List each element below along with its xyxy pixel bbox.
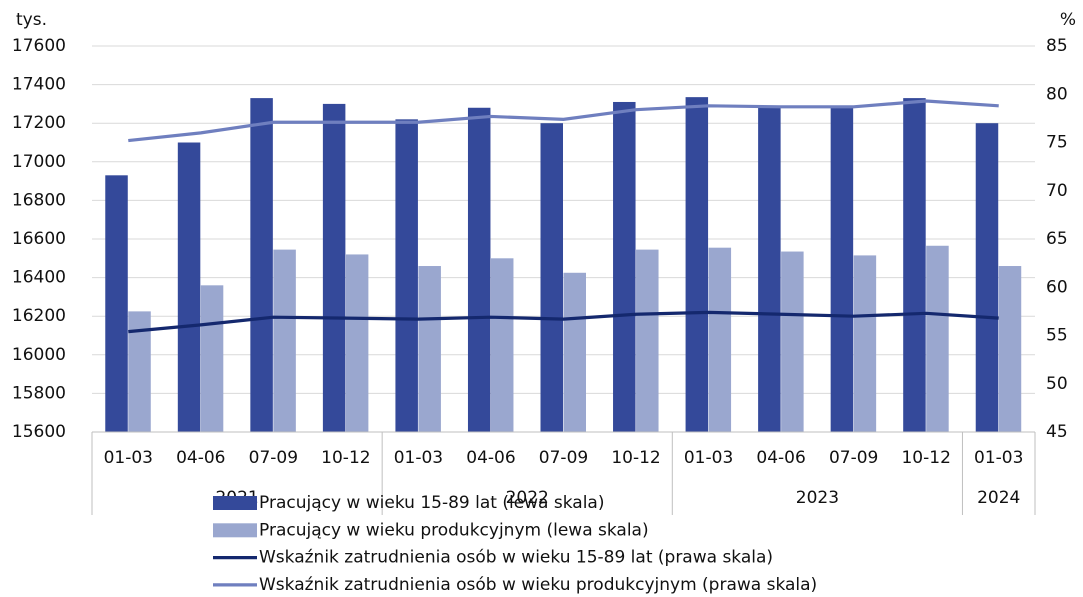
legend-label: Pracujący w wieku 15-89 lat (lewa skala) <box>259 493 604 513</box>
legend-swatch <box>213 523 257 538</box>
y-unit: tys. <box>16 10 47 30</box>
x-group-label: 2023 <box>796 488 839 508</box>
bar <box>903 98 926 433</box>
bar <box>563 272 586 432</box>
bar <box>926 245 949 432</box>
x-group-label: 2024 <box>977 488 1020 508</box>
bar <box>830 105 854 432</box>
y2-tick-label: 45 <box>1046 422 1068 442</box>
y-tick-label: 16400 <box>12 268 66 288</box>
x-tick-label: 04-06 <box>466 448 515 468</box>
y-tick-label: 17400 <box>12 75 66 95</box>
bar <box>322 103 346 433</box>
x-tick-label: 10-12 <box>901 448 950 468</box>
legend-label: Wskaźnik zatrudnienia osób w wieku produ… <box>259 575 817 595</box>
bar <box>105 175 128 432</box>
bar <box>708 247 732 432</box>
bar <box>467 107 491 432</box>
bar <box>685 97 709 433</box>
x-tick-label: 01-03 <box>104 448 153 468</box>
line <box>128 99 999 143</box>
y-tick-label: 16600 <box>12 229 66 249</box>
x-tick-label: 07-09 <box>249 448 298 468</box>
bar <box>540 123 563 432</box>
bar <box>273 249 296 432</box>
x-tick-label: 10-12 <box>611 448 660 468</box>
y2-tick-label: 50 <box>1046 374 1068 394</box>
legend-label: Pracujący w wieku produkcyjnym (lewa ska… <box>259 520 649 540</box>
bar <box>636 249 659 432</box>
x-tick-label: 07-09 <box>829 448 878 468</box>
y-tick-label: 17000 <box>12 152 66 172</box>
bar <box>853 255 877 432</box>
bar <box>128 311 151 432</box>
x-tick-label: 04-06 <box>756 448 805 468</box>
y-tick-label: 16000 <box>12 345 66 365</box>
y-tick-label: 17600 <box>12 36 66 56</box>
bar <box>781 251 804 432</box>
line <box>128 310 999 334</box>
y-tick-label: 17200 <box>12 113 66 133</box>
y2-tick-label: 85 <box>1046 36 1068 56</box>
y2-tick-label: 55 <box>1046 326 1068 346</box>
y2-tick-label: 80 <box>1046 84 1068 104</box>
y-tick-label: 15800 <box>12 383 66 403</box>
y-tick-label: 16200 <box>12 306 66 326</box>
x-tick-label: 01-03 <box>974 448 1023 468</box>
x-group-label: 2022 <box>506 488 549 508</box>
legend-swatch <box>213 496 257 510</box>
y2-unit: % <box>1060 10 1076 30</box>
bar <box>250 98 273 433</box>
legend-label: Wskaźnik zatrudnienia osób w wieku 15-89… <box>259 548 773 568</box>
y-tick-label: 16800 <box>12 190 66 210</box>
x-tick-label: 01-03 <box>394 448 443 468</box>
y-tick-label: 15600 <box>12 422 66 442</box>
bar <box>490 258 514 432</box>
x-tick-label: 04-06 <box>176 448 225 468</box>
bar <box>418 266 441 432</box>
bar <box>395 119 418 432</box>
bar <box>177 142 201 432</box>
x-tick-label: 10-12 <box>321 448 370 468</box>
bar <box>758 105 781 432</box>
y2-tick-label: 60 <box>1046 277 1068 297</box>
x-tick-label: 01-03 <box>684 448 733 468</box>
bar <box>975 123 999 432</box>
y2-tick-label: 65 <box>1046 229 1068 249</box>
x-tick-label: 07-09 <box>539 448 588 468</box>
bar <box>613 101 636 432</box>
y2-tick-label: 70 <box>1046 181 1068 201</box>
bar <box>200 285 224 432</box>
y2-tick-label: 75 <box>1046 133 1068 153</box>
bar <box>998 266 1022 432</box>
bar <box>345 254 369 432</box>
